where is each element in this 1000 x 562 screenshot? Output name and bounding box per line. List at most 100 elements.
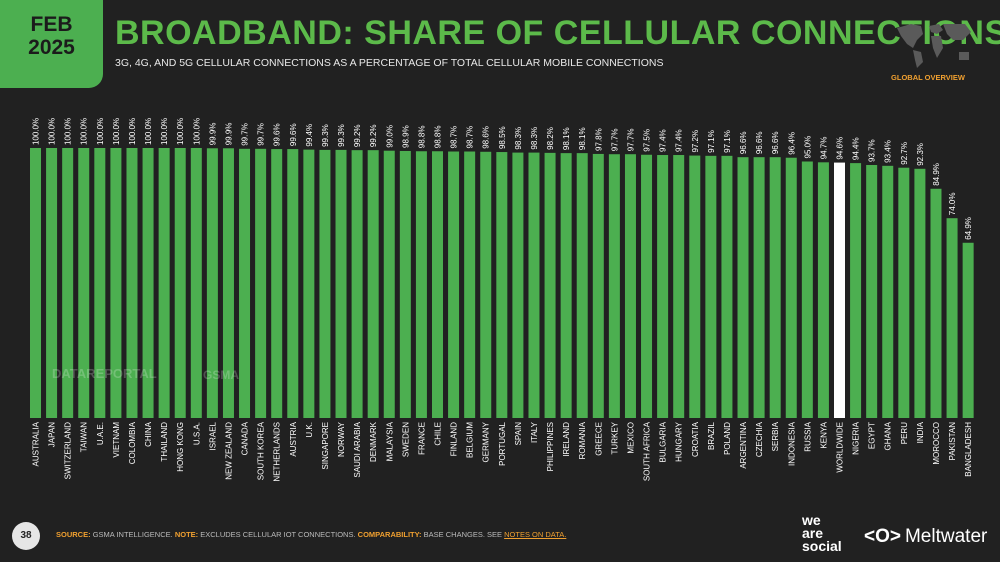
category-label-india: INDIA xyxy=(916,421,925,443)
gsma-watermark: GSMA xyxy=(203,368,239,382)
bar-colombia xyxy=(126,148,138,418)
comparability-text: BASE CHANGES. SEE xyxy=(423,530,503,539)
bar-kenya xyxy=(817,162,829,418)
region-label: GLOBAL OVERVIEW xyxy=(891,73,965,82)
category-label-south-korea: SOUTH KOREA xyxy=(257,421,266,480)
bar-india xyxy=(914,168,926,418)
bar-vietnam xyxy=(110,148,122,418)
value-label-russia: 95.0% xyxy=(803,136,812,159)
value-label-morocco: 84.9% xyxy=(932,163,941,186)
value-label-norway: 99.3% xyxy=(337,124,346,147)
category-label-china: CHINA xyxy=(144,421,153,447)
bar-greece xyxy=(592,153,604,418)
bar-hungary xyxy=(673,155,685,418)
category-label-romania: ROMANIA xyxy=(578,421,587,459)
bar-china xyxy=(142,148,154,418)
bar-turkey xyxy=(608,154,620,418)
value-label-czechia: 96.6% xyxy=(755,131,764,154)
category-label-turkey: TURKEY xyxy=(610,421,619,454)
bar-italy xyxy=(528,152,540,418)
category-label-singapore: SINGAPORE xyxy=(321,422,330,470)
value-label-hungary: 97.4% xyxy=(675,129,684,152)
value-label-canada: 99.7% xyxy=(241,123,250,146)
value-label-u-a-e: 100.0% xyxy=(96,118,105,145)
category-label-czechia: CZECHIA xyxy=(755,421,764,457)
category-label-austria: AUSTRIA xyxy=(289,421,298,456)
datareportal-watermark: DATAREPORTAL xyxy=(52,366,157,381)
notes-on-data-link[interactable]: NOTES ON DATA. xyxy=(504,530,567,539)
value-label-vietnam: 100.0% xyxy=(112,118,121,145)
category-label-south-africa: SOUTH AFRICA xyxy=(643,421,652,481)
category-label-japan: JAPAN xyxy=(48,422,57,447)
value-label-italy: 98.3% xyxy=(530,127,539,150)
category-label-france: FRANCE xyxy=(417,422,426,455)
category-label-croatia: CROATIA xyxy=(691,421,700,457)
value-label-pakistan: 74.0% xyxy=(948,193,957,216)
bar-netherlands xyxy=(271,149,283,418)
page-subtitle: 3G, 4G, AND 5G CELLULAR CONNECTIONS AS A… xyxy=(115,57,664,69)
category-label-peru: PERU xyxy=(900,422,909,444)
value-label-sweden: 98.9% xyxy=(401,125,410,148)
value-label-hong-kong: 100.0% xyxy=(176,118,185,145)
bar-russia xyxy=(801,161,813,418)
category-label-switzerland: SWITZERLAND xyxy=(64,422,73,480)
value-label-australia: 100.0% xyxy=(32,118,41,145)
category-label-spain: SPAIN xyxy=(514,422,523,446)
bar-peru xyxy=(898,167,910,418)
value-label-south-korea: 99.7% xyxy=(257,123,266,146)
category-label-portugal: PORTUGAL xyxy=(498,421,507,465)
value-label-romania: 98.1% xyxy=(578,127,587,150)
bar-portugal xyxy=(496,152,508,419)
bar-germany xyxy=(480,151,492,418)
bar-mexico xyxy=(624,154,636,418)
value-label-south-africa: 97.5% xyxy=(643,129,652,152)
bar-brazil xyxy=(705,155,717,418)
category-label-norway: NORWAY xyxy=(337,421,346,457)
value-label-austria: 99.6% xyxy=(289,123,298,146)
bar-chile xyxy=(432,151,443,419)
bar-indonesia xyxy=(785,157,797,418)
category-label-belgium: BELGIUM xyxy=(466,422,475,458)
bar-czechia xyxy=(753,157,765,418)
value-label-greece: 97.8% xyxy=(594,128,603,151)
value-label-colombia: 100.0% xyxy=(128,118,137,145)
bar-poland xyxy=(721,155,733,418)
category-label-colombia: COLOMBIA xyxy=(128,421,137,464)
value-label-japan: 100.0% xyxy=(48,118,57,145)
bar-ireland xyxy=(560,153,572,418)
bar-south-korea xyxy=(255,148,267,418)
value-label-singapore: 99.3% xyxy=(321,124,330,147)
category-label-brazil: BRAZIL xyxy=(707,421,716,450)
footer-source: SOURCE: GSMA INTELLIGENCE. NOTE: EXCLUDE… xyxy=(56,530,566,539)
bar-saudi-arabia xyxy=(351,150,363,418)
value-label-nigeria: 94.4% xyxy=(852,137,861,160)
value-label-saudi-arabia: 99.2% xyxy=(353,124,362,147)
bar-south-africa xyxy=(641,154,653,418)
category-label-ireland: IRELAND xyxy=(562,422,571,457)
category-label-u-k: U.K. xyxy=(305,422,314,438)
bar-france xyxy=(415,151,427,419)
bar-bangladesh xyxy=(962,242,974,418)
value-label-malaysia: 99.0% xyxy=(385,125,394,148)
value-label-peru: 92.7% xyxy=(900,142,909,165)
value-label-switzerland: 100.0% xyxy=(64,118,73,145)
category-label-new-zealand: NEW ZEALAND xyxy=(224,422,233,480)
meltwater-logo-icon: <O> xyxy=(864,526,901,547)
category-label-u-a-e: U.A.E. xyxy=(96,422,105,445)
category-label-hong-kong: HONG KONG xyxy=(176,422,185,472)
page-number: 38 xyxy=(12,522,40,550)
category-label-thailand: THAILAND xyxy=(160,422,169,462)
value-label-belgium: 98.7% xyxy=(466,126,475,149)
value-label-finland: 98.7% xyxy=(450,126,459,149)
category-label-canada: CANADA xyxy=(241,421,250,455)
category-label-pakistan: PAKISTAN xyxy=(948,422,957,461)
value-label-poland: 97.1% xyxy=(723,130,732,153)
category-label-russia: RUSSIA xyxy=(803,421,812,451)
value-label-turkey: 97.7% xyxy=(610,129,619,152)
bar-austria xyxy=(287,149,299,418)
category-label-germany: GERMANY xyxy=(482,421,491,462)
value-label-croatia: 97.2% xyxy=(691,130,700,153)
value-label-france: 98.8% xyxy=(417,126,426,149)
note-label: NOTE: xyxy=(174,530,199,539)
